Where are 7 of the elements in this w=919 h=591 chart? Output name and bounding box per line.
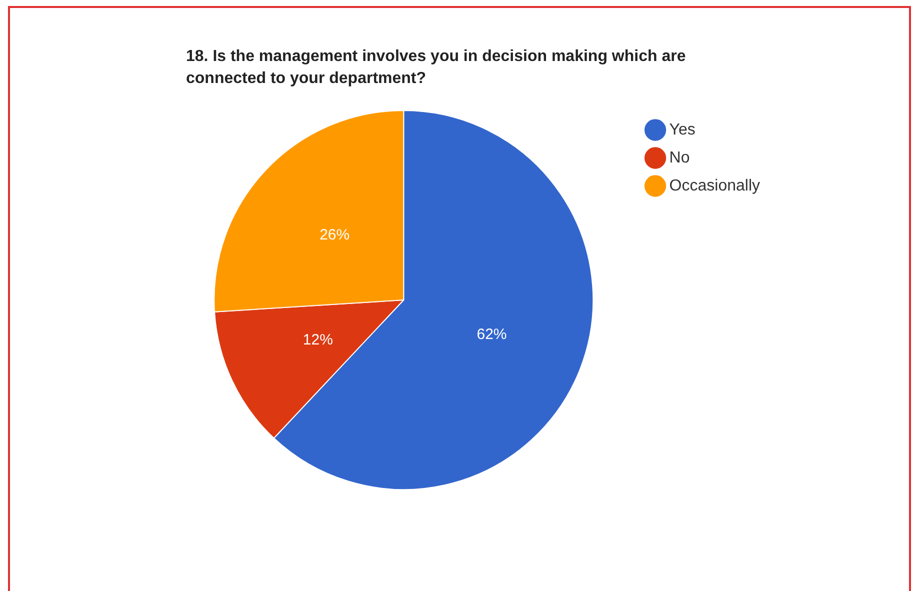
data-label: 12% [302, 331, 333, 348]
legend-label: Yes [669, 121, 696, 138]
chart-title: 18. Is the management involves you in decision making which are connected to your department? [186, 47, 687, 89]
data-label: 26% [320, 226, 350, 244]
legend-label: No [669, 149, 690, 166]
data-label: 62% [476, 326, 507, 344]
legend-label: Occasionally [669, 177, 760, 194]
